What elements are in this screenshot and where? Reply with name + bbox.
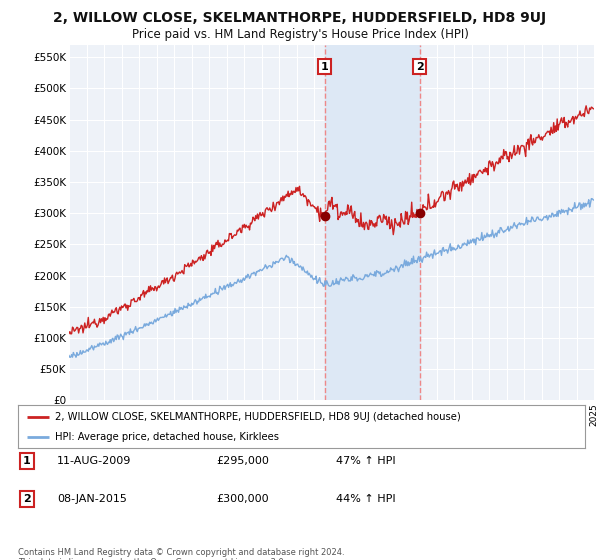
Text: 47% ↑ HPI: 47% ↑ HPI	[336, 456, 395, 466]
Text: £300,000: £300,000	[216, 494, 269, 504]
Text: 11-AUG-2009: 11-AUG-2009	[57, 456, 131, 466]
Text: Contains HM Land Registry data © Crown copyright and database right 2024.
This d: Contains HM Land Registry data © Crown c…	[18, 548, 344, 560]
Text: 2, WILLOW CLOSE, SKELMANTHORPE, HUDDERSFIELD, HD8 9UJ (detached house): 2, WILLOW CLOSE, SKELMANTHORPE, HUDDERSF…	[55, 412, 461, 422]
Text: 2, WILLOW CLOSE, SKELMANTHORPE, HUDDERSFIELD, HD8 9UJ: 2, WILLOW CLOSE, SKELMANTHORPE, HUDDERSF…	[53, 11, 547, 25]
Text: HPI: Average price, detached house, Kirklees: HPI: Average price, detached house, Kirk…	[55, 432, 279, 442]
Text: 1: 1	[320, 62, 328, 72]
Text: 2: 2	[23, 494, 31, 504]
Bar	[325, 45, 419, 400]
Text: 08-JAN-2015: 08-JAN-2015	[57, 494, 127, 504]
Text: 44% ↑ HPI: 44% ↑ HPI	[336, 494, 395, 504]
Text: £295,000: £295,000	[216, 456, 269, 466]
Text: Price paid vs. HM Land Registry's House Price Index (HPI): Price paid vs. HM Land Registry's House …	[131, 28, 469, 41]
Text: 1: 1	[23, 456, 31, 466]
Text: 2: 2	[416, 62, 424, 72]
